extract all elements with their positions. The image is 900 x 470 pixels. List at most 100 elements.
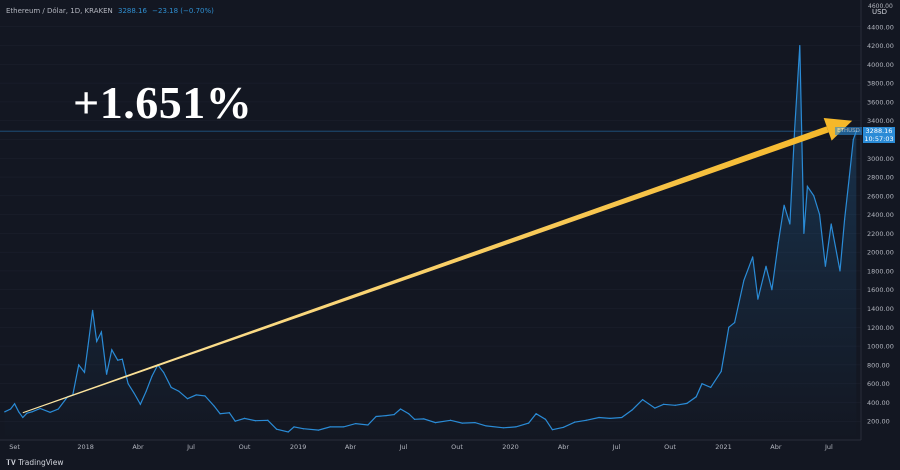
data-point [219, 413, 221, 415]
data-point [573, 421, 576, 423]
price-tick-label: 600.00 [867, 380, 890, 388]
tradingview-logo-text: TradingView [18, 458, 64, 467]
price-tick-label: 2600.00 [867, 192, 894, 200]
data-point [839, 270, 841, 272]
last-price: 3288.16 [117, 7, 147, 15]
data-point [783, 204, 785, 206]
data-point [423, 418, 425, 420]
data-point [267, 419, 269, 421]
data-point [9, 408, 12, 410]
time-tick-label: 2020 [502, 443, 519, 451]
data-point [799, 44, 801, 47]
data-point [355, 422, 357, 425]
data-point [695, 396, 697, 398]
price-tick-label: 2200.00 [867, 230, 894, 238]
data-point [674, 404, 676, 406]
data-point [609, 417, 611, 419]
price-tick-label: 4400.00 [867, 23, 894, 31]
data-point [87, 345, 89, 347]
data-point [813, 195, 815, 197]
data-point [434, 422, 437, 424]
countdown-timer: 10:57:03 [864, 135, 894, 143]
data-point [743, 279, 745, 281]
data-point [771, 289, 773, 291]
data-point [121, 358, 123, 360]
data-point [621, 416, 623, 419]
data-point [26, 412, 28, 414]
price-tick-label: 1800.00 [867, 267, 894, 275]
data-point [329, 426, 331, 428]
data-point [170, 386, 172, 389]
data-point [255, 420, 257, 422]
data-point [92, 309, 94, 311]
data-point [375, 415, 377, 418]
data-point [234, 420, 236, 422]
data-point [18, 411, 20, 413]
data-point [204, 395, 206, 397]
tradingview-logo-icon: 𝐓𝐕 [6, 458, 16, 467]
data-point [824, 265, 827, 267]
last-price-value: 3288.16 [865, 127, 893, 135]
data-point [777, 242, 779, 244]
data-point [302, 428, 304, 430]
price-change: −23.18 (−0.70%) [152, 7, 214, 15]
data-point [317, 429, 320, 431]
data-point [408, 413, 410, 415]
data-point [111, 349, 113, 351]
data-point [585, 419, 587, 421]
time-tick-label: Abr [132, 443, 144, 451]
data-point [213, 405, 215, 407]
price-tick-label: 3000.00 [867, 155, 894, 163]
time-tick-label: 2019 [290, 443, 307, 451]
data-point [806, 185, 808, 188]
time-tick-label: Jul [824, 443, 833, 451]
data-point [562, 426, 565, 428]
top-tick-label: 4600.00 [868, 3, 893, 10]
data-point [275, 428, 278, 430]
price-tick-label: 1400.00 [867, 305, 894, 313]
time-tick-label: Abr [558, 443, 570, 451]
time-tick-label: Out [239, 443, 251, 451]
time-tick-label: Out [451, 443, 463, 451]
data-point [844, 218, 846, 220]
price-area-fill [4, 45, 857, 440]
data-point [461, 422, 463, 424]
price-tick-label: 3800.00 [867, 80, 894, 88]
data-point [393, 414, 395, 416]
data-point [818, 214, 821, 216]
data-point [502, 427, 505, 429]
data-point [117, 359, 119, 361]
time-tick-label: 2021 [715, 443, 732, 451]
data-point [385, 414, 387, 417]
data-point [367, 424, 369, 426]
data-point [49, 411, 51, 413]
arrow-shaft [22, 126, 829, 414]
last-price-badge: 3288.16 10:57:03 [863, 127, 895, 143]
data-point [485, 425, 487, 427]
data-point [515, 426, 517, 428]
price-tick-label: 1000.00 [867, 343, 894, 351]
price-tick-label: 3600.00 [867, 98, 894, 106]
data-point [145, 390, 147, 392]
data-point [720, 370, 722, 373]
data-point [22, 416, 24, 419]
data-point [243, 417, 246, 419]
time-tick-label: Abr [770, 443, 782, 451]
tradingview-logo[interactable]: 𝐓𝐕 TradingView [6, 458, 64, 468]
data-point [544, 418, 547, 420]
data-point [287, 431, 289, 433]
data-point [186, 398, 189, 400]
data-point [663, 403, 665, 405]
data-point [710, 386, 712, 389]
time-tick-label: 2018 [77, 443, 94, 451]
price-tick-label: 4200.00 [867, 42, 894, 50]
data-point [151, 375, 153, 377]
data-point [728, 326, 730, 328]
data-point [757, 298, 759, 300]
price-tick-label: 4000.00 [867, 61, 894, 69]
data-point [535, 413, 537, 415]
price-tick-label: 800.00 [867, 361, 890, 369]
data-point [342, 426, 345, 428]
data-point [793, 129, 796, 131]
